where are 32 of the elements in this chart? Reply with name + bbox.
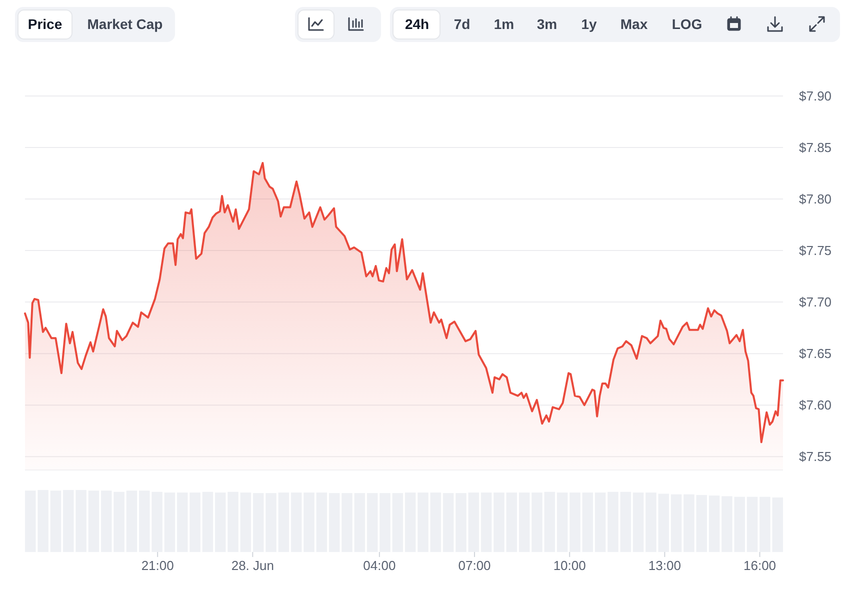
bar: [746, 496, 758, 552]
y-tick-label: $7.65: [799, 346, 832, 362]
x-tick-label: 07:00: [458, 558, 491, 574]
x-tick-label: 10:00: [553, 558, 586, 574]
y-tick-label: $7.70: [799, 294, 832, 310]
y-tick-label: $7.55: [799, 449, 832, 464]
text: 24h: [404, 16, 430, 32]
x-tick-label: 28. Jun: [231, 558, 274, 574]
x-tick-label: 04:00: [363, 558, 396, 574]
text: Market Cap: [87, 16, 163, 32]
text: Max: [620, 16, 648, 32]
text: 1m: [494, 16, 514, 32]
y-tick-label: $7.75: [799, 243, 832, 258]
x-tick-label: 16:00: [743, 558, 776, 574]
y-tick-label: $7.60: [799, 398, 832, 413]
y-tick-label: $7.85: [799, 140, 832, 156]
text: 7d: [454, 16, 470, 32]
x-tick-label: 21:00: [141, 558, 174, 574]
bar: [570, 492, 580, 552]
text: LOG: [672, 16, 702, 32]
text: 1y: [581, 16, 597, 32]
bar: [556, 492, 568, 552]
bar: [252, 493, 264, 552]
bar: [468, 492, 480, 552]
y-tick-label: $7.80: [799, 192, 832, 207]
bar: [366, 493, 378, 552]
x-tick-label: 13:00: [648, 558, 681, 574]
y-tick-label: $7.90: [799, 88, 832, 104]
text: Price: [28, 16, 62, 32]
bar: [380, 493, 390, 552]
text: 3m: [536, 16, 558, 32]
bar: [240, 492, 252, 552]
